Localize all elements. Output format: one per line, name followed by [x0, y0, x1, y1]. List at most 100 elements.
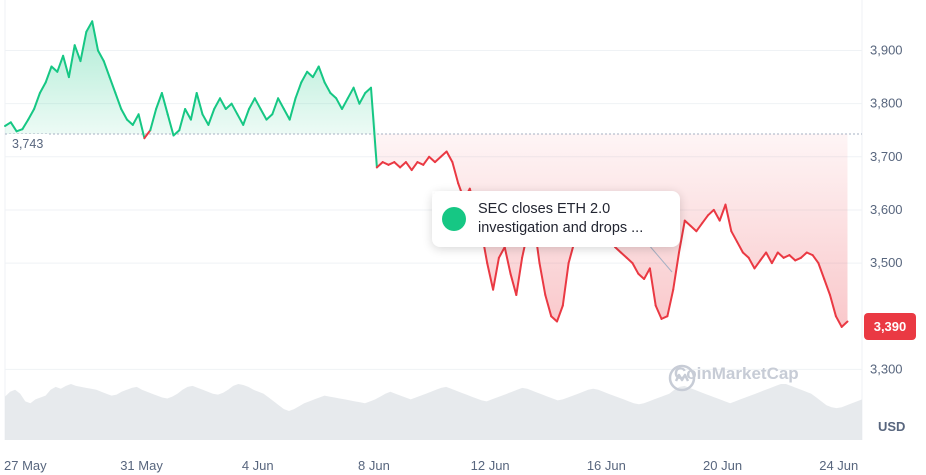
price-line-segment — [375, 161, 384, 169]
document-icon — [432, 191, 466, 231]
price-line-segment — [9, 121, 18, 133]
x-tick-label: 24 Jun — [819, 458, 858, 473]
price-line-segment — [21, 118, 30, 131]
price-line-segment — [67, 44, 76, 79]
price-line-segment — [44, 65, 53, 84]
price-line-segment — [399, 161, 407, 169]
x-tick-label: 27 May — [4, 458, 47, 473]
price-line-segment — [840, 320, 849, 328]
price-line-segment — [770, 251, 779, 265]
price-line-segment — [428, 155, 436, 164]
price-line-segment — [619, 251, 628, 259]
news-tooltip[interactable]: SEC closes ETH 2.0 investigation and dro… — [432, 191, 680, 247]
price-line-segment — [811, 254, 820, 265]
price-line-segment — [695, 222, 704, 233]
price-line-segment — [445, 150, 454, 164]
coinmarketcap-logo-icon — [668, 364, 696, 392]
y-tick-label: 3,600 — [870, 202, 903, 217]
y-tick-label: 3,900 — [870, 43, 903, 58]
price-line-segment — [451, 161, 460, 185]
y-tick-label: 3,300 — [870, 361, 903, 376]
price-line-segment — [323, 81, 332, 94]
price-line-segment — [329, 92, 338, 100]
y-tick-label: 3,700 — [870, 149, 903, 164]
price-line-segment — [300, 70, 309, 84]
price-line-segment — [352, 86, 361, 105]
last-price-badge: 3,390 — [864, 313, 916, 340]
price-line-segment — [370, 86, 378, 169]
price-line-segment — [311, 65, 320, 79]
price-line-segment — [131, 113, 140, 126]
price-line-segment — [85, 20, 94, 33]
price-line-segment — [747, 256, 756, 270]
price-line-segment — [439, 150, 448, 158]
price-line-segment — [230, 102, 239, 116]
price-line-segment — [515, 256, 524, 296]
price-line-segment — [666, 288, 675, 318]
price-line-segment — [242, 108, 250, 126]
price-line-segment — [503, 246, 512, 275]
price-line-segment — [358, 92, 367, 105]
price-line-segment — [434, 155, 442, 164]
price-line-segment — [823, 278, 831, 296]
price-line-segment — [224, 102, 233, 110]
price-line-segment — [282, 108, 291, 121]
price-line-segment — [38, 81, 47, 94]
price-line-segment — [381, 161, 390, 166]
price-line-segment — [660, 315, 669, 320]
price-line-segment — [294, 81, 303, 100]
price-line-segment — [492, 256, 500, 291]
price-line-segment — [259, 108, 268, 121]
price-line-segment — [137, 113, 146, 140]
price-up-area — [5, 21, 848, 134]
news-headline-line2: investigation and drops ... — [478, 220, 644, 236]
x-tick-label: 4 Jun — [242, 458, 274, 473]
price-line-segment — [265, 113, 274, 121]
price-line-segment — [422, 155, 431, 166]
news-headline: SEC closes ETH 2.0 investigation and dro… — [478, 200, 643, 238]
price-line-segment — [538, 262, 547, 296]
price-line-segment — [561, 262, 570, 307]
price-line-segment — [4, 121, 12, 127]
price-line-segment — [288, 97, 297, 121]
price-line-segment — [201, 113, 210, 126]
price-line-segment — [236, 113, 245, 126]
price-line-segment — [50, 65, 59, 73]
price-line-segment — [364, 86, 372, 94]
price-line-segment — [335, 97, 343, 110]
watermark-text: CoinMarketCap — [674, 364, 799, 383]
reference-price-label: 3,743 — [7, 134, 49, 154]
x-tick-label: 16 Jun — [587, 458, 626, 473]
price-line-segment — [643, 267, 651, 280]
price-line-segment — [648, 267, 657, 307]
price-line-segment — [497, 246, 506, 259]
price-line-segment — [724, 203, 733, 233]
price-line-segment — [736, 240, 744, 254]
price-line-segment — [631, 262, 640, 275]
price-line-segment — [143, 129, 152, 140]
price-line-segment — [654, 304, 663, 320]
price-line-segment — [108, 76, 117, 94]
volume-area — [5, 384, 862, 440]
price-line-segment — [97, 49, 105, 63]
price-line-segment — [509, 272, 518, 296]
coinmarketcap-watermark: CoinMarketCap — [668, 364, 799, 392]
price-line-segment — [341, 97, 349, 110]
price-line-segment — [15, 128, 24, 133]
price-line-segment — [160, 92, 169, 116]
price-line-segment — [689, 224, 698, 233]
price-line-segment — [189, 92, 198, 121]
price-line-segment — [614, 246, 622, 254]
price-line-segment — [683, 219, 692, 227]
price-line-segment — [486, 262, 495, 291]
price-line-segment — [73, 44, 82, 63]
price-line-segment — [701, 214, 709, 225]
y-tick-label: 3,500 — [870, 255, 903, 270]
price-line-segment — [253, 97, 262, 110]
price-line-segment — [79, 30, 88, 63]
y-tick-label: 3,800 — [870, 96, 903, 111]
price-line-segment — [556, 304, 564, 323]
price-line-segment — [765, 251, 773, 265]
